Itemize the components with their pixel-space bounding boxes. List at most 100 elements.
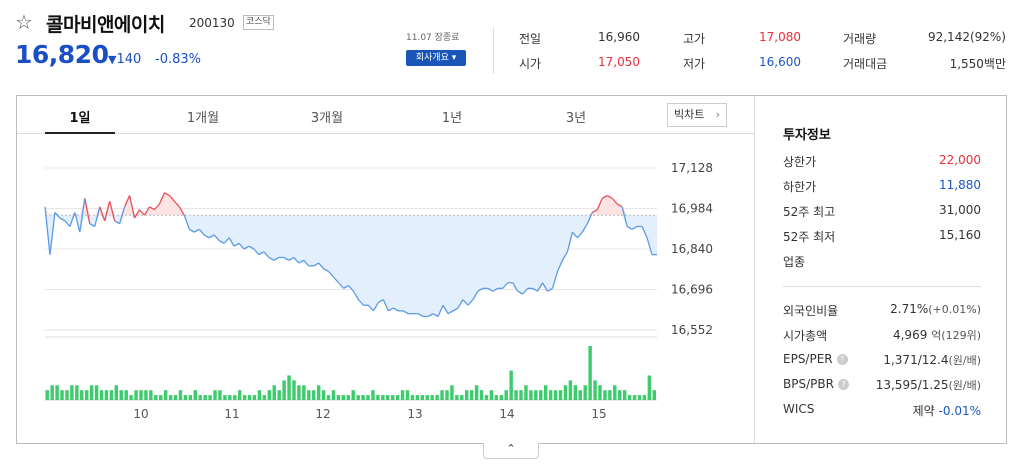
chevron-right-icon: › <box>715 108 720 121</box>
price-line-segment <box>601 194 608 199</box>
volume-bar <box>376 395 380 400</box>
price-line-segment <box>512 282 519 292</box>
price-line-segment <box>447 310 454 315</box>
volume-bar <box>193 390 197 400</box>
volume-label: 거래량 <box>843 32 877 46</box>
volume-bar <box>277 390 281 400</box>
price-line-segment <box>203 234 210 239</box>
x-tick-label: 10 <box>133 407 148 421</box>
intraday-chart[interactable]: 17,128 16,984 16,840 16,696 16,552 10 11 12 13 14… <box>17 134 754 443</box>
price-line-segment <box>392 307 399 312</box>
price-line-segment <box>79 198 86 233</box>
volume-bar <box>55 385 59 400</box>
volume-bar <box>159 395 163 400</box>
volume-bar <box>267 390 272 400</box>
price-line-segment <box>288 256 295 261</box>
volume-bar <box>282 380 286 400</box>
eps-per-label-text: EPS/PER <box>783 352 833 366</box>
upper-limit-value: 22,000 <box>939 153 981 167</box>
price-line-segment <box>253 248 260 256</box>
price-line-segment <box>134 209 141 219</box>
volume-bar <box>60 390 64 400</box>
volume-bar <box>642 395 647 400</box>
foreign-ratio-change: (+0.01%) <box>928 303 981 316</box>
price-line-segment <box>283 256 290 261</box>
company-overview-button[interactable]: 회사개요 ▾ <box>406 50 466 66</box>
volume-bar <box>326 395 331 400</box>
eps-per-value: 1,371/12.4(원/배) <box>883 352 981 368</box>
price-line-segment <box>462 299 469 306</box>
volume-bar <box>489 390 494 400</box>
price-line-segment <box>487 287 494 292</box>
help-icon[interactable]: ? <box>836 354 848 365</box>
volume-bar <box>504 390 508 400</box>
volume-bar <box>228 395 232 400</box>
price-line-segment <box>238 242 245 250</box>
foreign-ratio-label: 외국인비율 <box>783 304 839 318</box>
price-line-segment <box>532 287 538 292</box>
low-label: 저가 <box>683 57 706 71</box>
price-line-segment <box>119 206 126 224</box>
tab-1year[interactable]: 1년 <box>441 111 463 126</box>
volume-bar <box>139 390 143 400</box>
volume-bar <box>218 390 222 400</box>
price-line-segment <box>104 201 111 222</box>
tab-1month[interactable]: 1개월 <box>186 111 220 126</box>
price-line-segment <box>223 237 230 244</box>
tab-3month[interactable]: 3개월 <box>310 111 344 126</box>
price-line-segment <box>566 231 574 252</box>
market-cap-rank: 억(129위) <box>931 329 981 342</box>
volume-bar <box>415 395 420 400</box>
open-label: 시가 <box>519 57 542 71</box>
price-line-segment <box>208 234 215 239</box>
volume-bar <box>163 390 168 400</box>
w52-low-label: 52주 최저 <box>783 230 836 244</box>
current-price: 16,820 <box>15 40 109 69</box>
volume-bar <box>583 385 587 400</box>
lower-limit-row: 하한가 11,880 <box>783 178 981 194</box>
price-line-segment <box>517 290 523 295</box>
volume-bar <box>361 395 365 400</box>
help-icon[interactable]: ? <box>837 379 849 390</box>
price-line-segment <box>343 284 349 289</box>
stock-name[interactable]: 콜마비앤에이치 <box>46 14 165 36</box>
price-line-segment <box>54 212 61 219</box>
wics-sector[interactable]: 제약 <box>912 404 935 418</box>
volume-bar <box>622 390 627 400</box>
header-divider <box>493 28 494 74</box>
price-line-segment <box>258 251 265 256</box>
volume-bar <box>529 390 533 400</box>
bps-pbr-unit: (원/배) <box>948 379 981 392</box>
price-line-segment <box>611 197 618 205</box>
volume-bar <box>425 395 429 400</box>
tab-1day[interactable]: 1일 <box>69 111 91 126</box>
volume-bar <box>381 395 385 400</box>
x-tick-label: 11 <box>224 407 239 421</box>
panel-divider <box>754 96 755 443</box>
x-tick-label: 14 <box>499 407 514 421</box>
high-value: 17,080 <box>759 30 801 44</box>
price-line-segment <box>631 225 638 230</box>
volume-bar <box>548 390 553 400</box>
volume-bar <box>149 390 153 400</box>
price-line-segment <box>571 231 578 239</box>
collapse-toggle[interactable]: ⌃ <box>483 443 539 459</box>
price-line-segment <box>263 251 270 258</box>
info-divider <box>783 286 981 287</box>
price-line-segment <box>218 239 225 244</box>
price-line-segment <box>243 245 250 250</box>
industry-row: 업종 <box>783 253 981 269</box>
down-arrow-icon: ▼ <box>108 53 117 66</box>
price-line-segment <box>328 271 335 278</box>
tab-3year[interactable]: 3년 <box>565 111 587 126</box>
lower-limit-label: 하한가 <box>783 180 817 194</box>
price-line-segment <box>417 313 424 318</box>
big-chart-button[interactable]: 빅차트 › <box>667 103 727 127</box>
bps-pbr-value: 13,595/1.25(원/배) <box>876 377 981 393</box>
price-line-segment <box>173 200 180 208</box>
y-tick-label: 16,840 <box>671 242 713 256</box>
market-cap-label: 시가총액 <box>783 329 828 343</box>
favorite-star-icon[interactable]: ☆ <box>15 10 33 34</box>
volume-bar <box>588 346 592 400</box>
wics-label[interactable]: WICS <box>783 402 815 416</box>
